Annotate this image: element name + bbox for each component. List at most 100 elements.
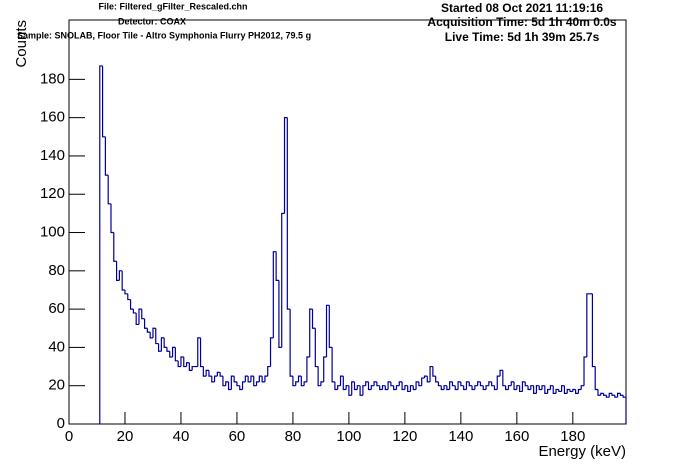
histogram-bin: [334, 381, 338, 391]
histogram-bin: [435, 376, 439, 383]
histogram-bin: [317, 366, 321, 387]
histogram-bin: [241, 381, 246, 390]
histogram-bin: [622, 395, 627, 424]
histogram-bin: [124, 289, 128, 295]
histogram-bin: [351, 381, 355, 396]
histogram-bin: [283, 117, 288, 214]
histogram-bin: [261, 376, 265, 383]
histogram-bin: [549, 385, 554, 390]
histogram-bin: [236, 381, 240, 387]
histogram-bin: [605, 395, 610, 398]
x-tick-label: 0: [65, 428, 73, 445]
plot-frame: [68, 19, 627, 425]
histogram-bin: [426, 376, 431, 383]
x-tick-label: 160: [504, 428, 529, 445]
histogram-bin: [505, 385, 509, 391]
histogram-bin: [479, 381, 484, 387]
histogram-bin: [485, 385, 489, 390]
histogram-bin: [306, 356, 310, 382]
histogram-bin: [412, 385, 417, 391]
histogram-bin: [552, 385, 557, 394]
histogram-bin: [376, 381, 380, 387]
acquisition-label: Acquisition Time: 5d 1h 40m 0.0s: [427, 15, 616, 29]
histogram-bin: [471, 385, 475, 391]
histogram-bin: [141, 309, 145, 320]
histogram-bin: [367, 381, 372, 391]
x-tick-label: 180: [560, 428, 585, 445]
histogram-bin: [132, 309, 137, 314]
histogram-bin: [163, 337, 167, 349]
histogram-bin: [197, 337, 201, 367]
histogram-bin: [208, 370, 212, 377]
histogram-bin: [230, 375, 235, 390]
histogram-bin: [345, 385, 349, 390]
histogram-bin: [499, 369, 503, 377]
histogram-bin: [199, 337, 204, 368]
histogram-bin: [272, 251, 277, 338]
histogram-bin: [118, 270, 123, 281]
histogram-bin: [219, 372, 223, 377]
histogram-bin: [297, 375, 302, 382]
histogram-bin: [423, 375, 428, 379]
histogram-bin: [510, 381, 515, 386]
histogram-bin: [356, 385, 361, 390]
histogram-bin: [516, 385, 520, 390]
histogram-bin: [457, 381, 461, 390]
histogram-bin: [289, 309, 293, 377]
histogram-bin: [432, 366, 436, 377]
histogram-bin: [348, 385, 352, 396]
histogram-bin: [213, 375, 218, 382]
histogram-bin: [269, 337, 274, 367]
histogram-bin: [437, 381, 442, 387]
histogram-bin: [619, 393, 624, 396]
histogram-bin: [555, 388, 559, 394]
histogram-bin: [211, 376, 215, 383]
histogram-bin: [502, 370, 506, 387]
histogram-bin: [566, 388, 571, 394]
histogram-bin: [292, 376, 296, 387]
histogram-bin: [401, 381, 405, 391]
histogram-bin: [443, 385, 447, 390]
histogram-bin: [311, 309, 316, 329]
live-label: Live Time: 5d 1h 39m 25.7s: [445, 30, 600, 44]
histogram-bin: [594, 366, 599, 391]
histogram-bin: [530, 385, 534, 390]
file-label: File: Filtered_gFilter_Rescaled.chn: [98, 1, 247, 11]
histogram-bin: [521, 381, 526, 392]
histogram-bin: [409, 385, 414, 392]
histogram-bin: [227, 381, 232, 391]
histogram-bin: [339, 375, 344, 386]
histogram-bin: [278, 280, 282, 349]
histogram-bin: [353, 381, 358, 391]
histogram-bin: [477, 381, 481, 386]
detector-label: Detector: COAX: [118, 16, 186, 26]
histogram-bin: [110, 203, 114, 234]
histogram-bin: [174, 347, 179, 362]
histogram-bin: [183, 356, 187, 368]
histogram-bin: [513, 381, 517, 391]
histogram-bin: [488, 381, 492, 386]
histogram-bin: [608, 392, 613, 398]
histogram-bin: [250, 375, 254, 382]
histogram-bin: [407, 385, 411, 393]
histogram-bin: [583, 356, 587, 386]
x-tick-label: 140: [448, 428, 473, 445]
histogram-bin: [544, 385, 548, 394]
histogram-bin: [384, 385, 389, 391]
histogram-bin: [421, 377, 425, 386]
histogram-bin: [541, 385, 545, 390]
histogram-bin: [533, 385, 537, 394]
histogram-bin: [611, 393, 615, 396]
histogram-bin: [365, 381, 369, 386]
histogram-bin: [603, 393, 607, 396]
y-tick-label: 180: [40, 70, 65, 87]
x-tick-label: 120: [392, 428, 417, 445]
histogram-bin: [390, 381, 394, 387]
histogram-bin: [454, 385, 459, 391]
histogram-bin: [591, 293, 596, 368]
x-tick-label: 80: [285, 428, 302, 445]
histogram-bin: [152, 327, 156, 338]
histogram-bin: [572, 388, 576, 392]
histogram-bin: [115, 261, 120, 281]
histogram-bin: [446, 385, 450, 391]
